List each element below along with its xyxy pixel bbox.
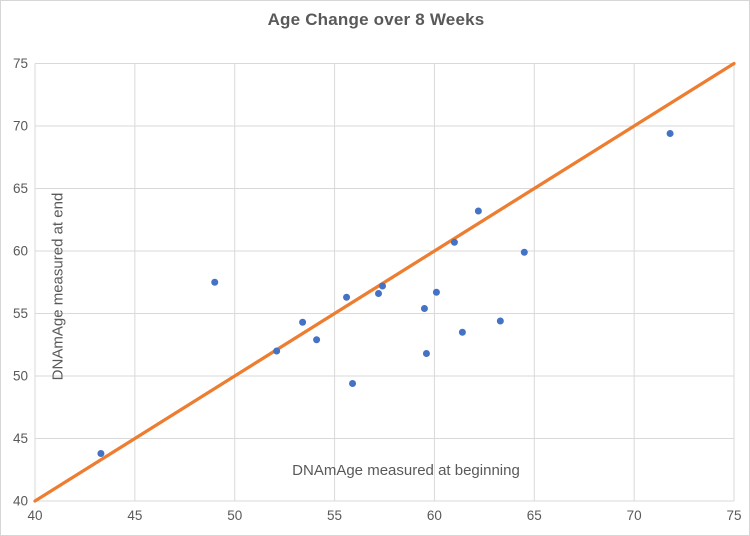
- data-point: [211, 278, 219, 286]
- x-axis-tick-label: 75: [726, 508, 741, 523]
- data-point: [313, 336, 321, 344]
- data-point: [379, 282, 387, 290]
- y-axis-tick-label: 75: [13, 56, 28, 71]
- data-point: [273, 347, 281, 355]
- chart-title: Age Change over 8 Weeks: [267, 10, 485, 29]
- data-point: [432, 288, 440, 296]
- x-axis-tick-label: 40: [27, 508, 42, 523]
- identity-line: [33, 61, 736, 503]
- x-axis-title: DNAmAge measured at beginning: [292, 462, 520, 479]
- x-axis-tick-label: 70: [627, 508, 642, 523]
- data-point: [97, 450, 105, 457]
- data-point: [474, 207, 482, 215]
- y-axis-tick-label: 55: [13, 306, 28, 321]
- data-point: [458, 328, 466, 336]
- y-axis-tick-label: 50: [13, 369, 28, 384]
- data-point: [299, 318, 307, 326]
- data-point: [420, 305, 428, 312]
- y-axis-tick-label: 60: [13, 244, 28, 259]
- x-axis-tick-label: 50: [227, 508, 242, 523]
- x-axis-tick-label: 60: [427, 508, 442, 523]
- data-point: [520, 248, 528, 256]
- y-axis-title: DNAmAge measured at end: [49, 192, 67, 381]
- y-axis-tick-label: 45: [13, 431, 28, 446]
- x-axis-tick-label: 55: [327, 508, 342, 523]
- y-axis-tick-label: 40: [13, 494, 28, 509]
- data-point: [349, 380, 357, 387]
- data-point: [496, 317, 504, 325]
- data-point: [343, 293, 351, 301]
- y-axis-tick-label: 70: [13, 119, 28, 134]
- x-axis-tick-label: 65: [527, 508, 542, 523]
- data-point: [666, 130, 674, 137]
- y-axis-tick-label: 65: [13, 181, 28, 196]
- data-point: [450, 238, 458, 246]
- data-point: [422, 350, 430, 357]
- data-point: [375, 290, 383, 297]
- x-axis-tick-label: 45: [127, 508, 142, 523]
